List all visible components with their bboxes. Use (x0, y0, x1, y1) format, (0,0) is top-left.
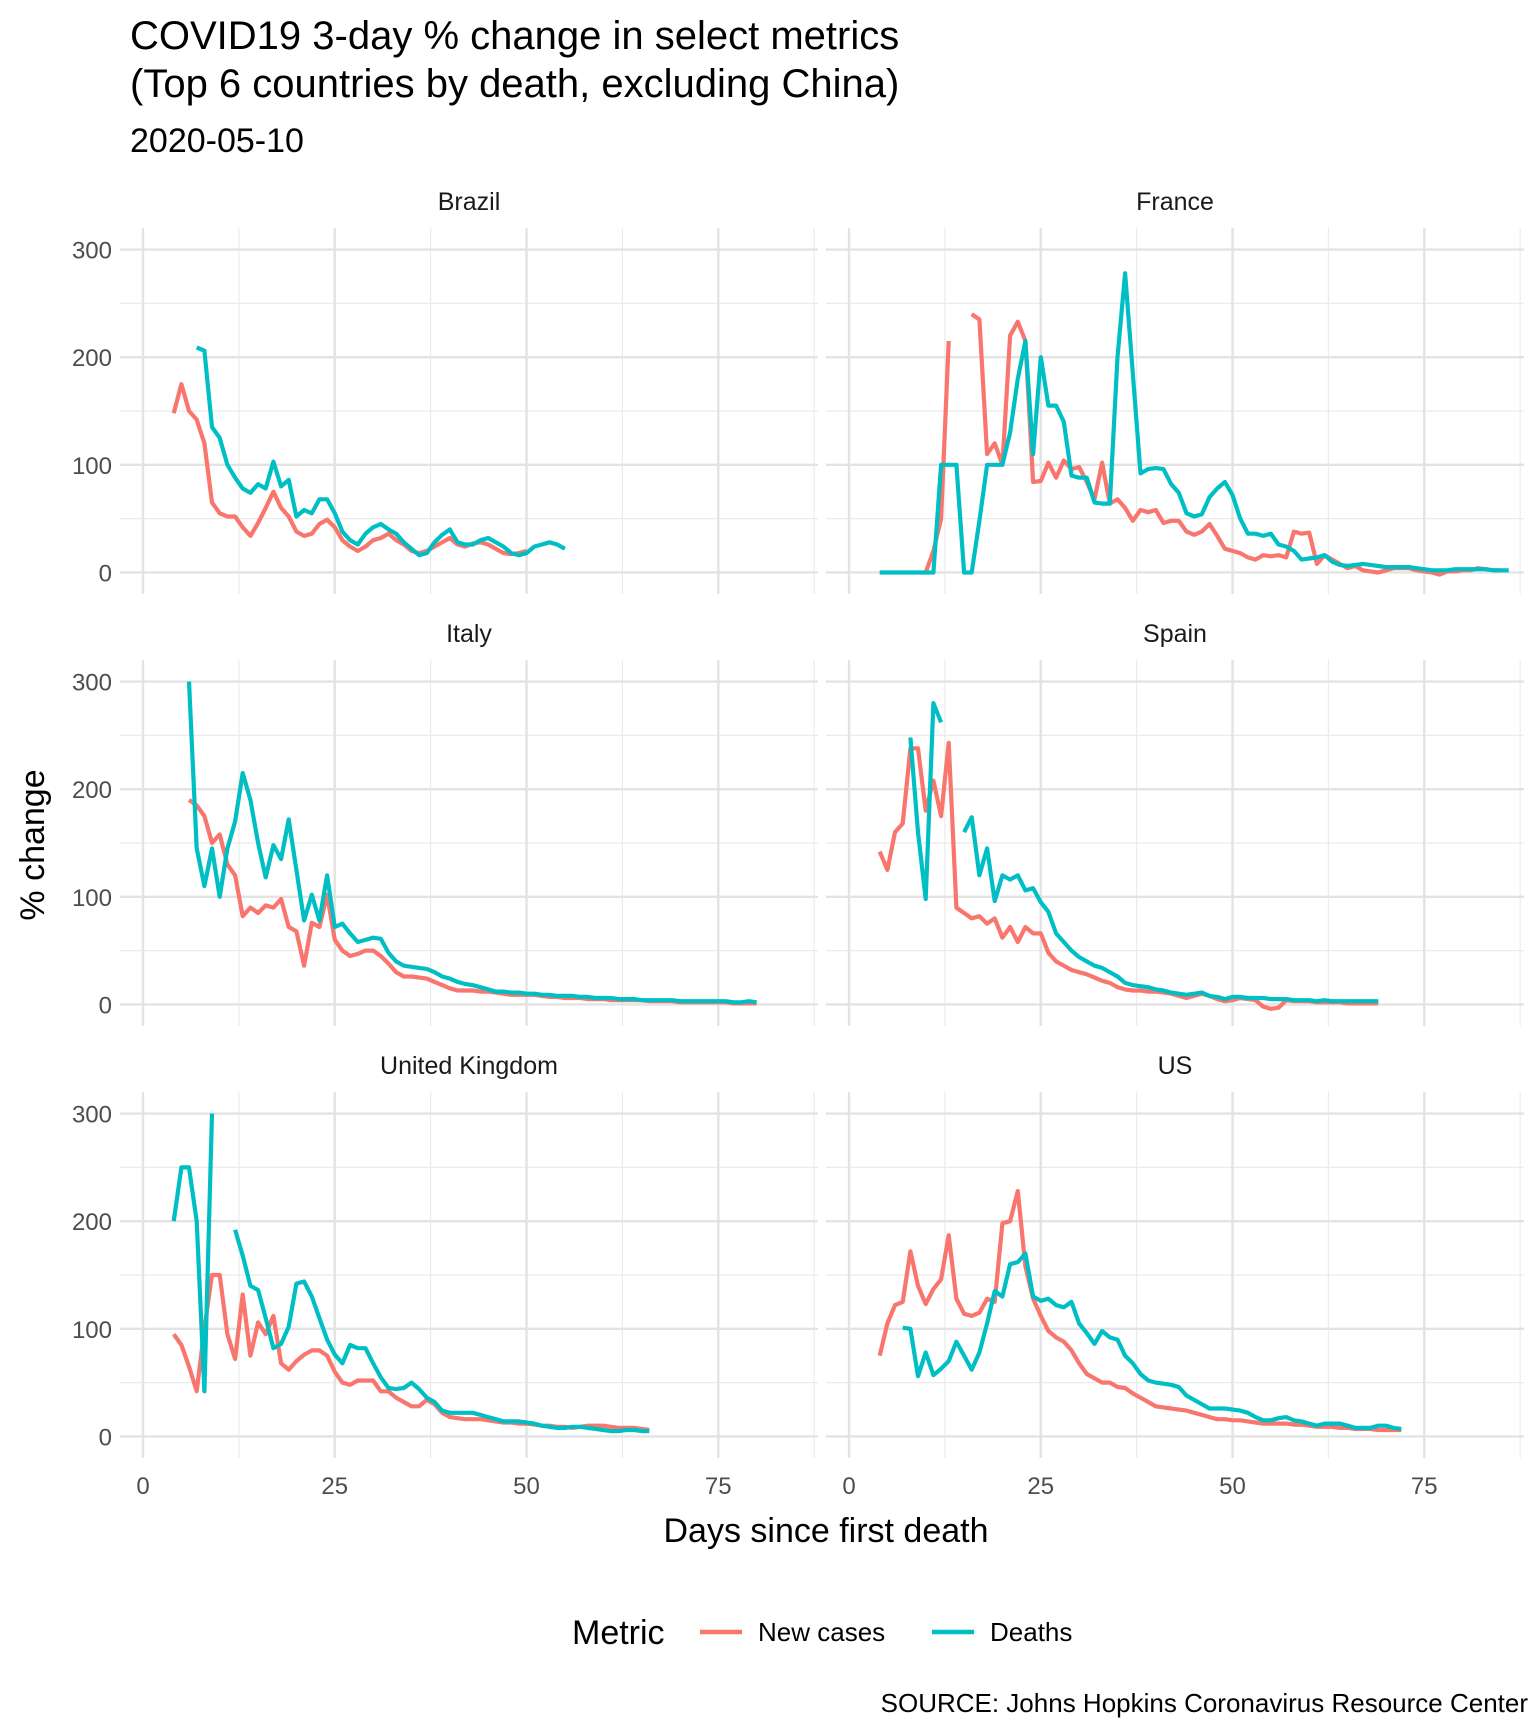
series-line-deaths (195, 345, 566, 558)
series-line-new-cases (923, 312, 1501, 577)
legend-label: New cases (758, 1617, 885, 1647)
x-tick-label: 50 (1219, 1473, 1246, 1500)
y-tick-label: 200 (72, 345, 112, 372)
x-tick-label: 0 (842, 1473, 855, 1500)
y-tick-label: 200 (72, 777, 112, 804)
x-tick-label: 75 (705, 1473, 732, 1500)
chart-title-line-1: COVID19 3-day % change in select metrics (130, 14, 900, 58)
series-line-deaths (902, 1251, 1402, 1431)
x-tick-label: 75 (1411, 1473, 1438, 1500)
chart-title-line-2: (Top 6 countries by death, excluding Chi… (130, 62, 900, 106)
series-line-new-cases (877, 1188, 1402, 1433)
y-tick-label: 200 (72, 1209, 112, 1236)
series-line-new-cases (877, 740, 1379, 1011)
series-line-new-cases (171, 1272, 650, 1433)
series-line-deaths (879, 271, 1509, 575)
facet-label: Italy (446, 620, 492, 648)
series-line-deaths (171, 1113, 650, 1434)
y-tick-label: 100 (72, 885, 112, 912)
series-line-new-cases (187, 798, 757, 1006)
y-tick-label: 300 (72, 1102, 112, 1129)
y-tick-label: 0 (99, 992, 112, 1019)
y-tick-label: 0 (99, 560, 112, 587)
x-tick-label: 25 (1027, 1473, 1054, 1500)
x-tick-label: 25 (321, 1473, 348, 1500)
y-tick-label: 100 (72, 453, 112, 480)
y-tick-label: 0 (99, 1424, 112, 1451)
series-line-deaths (908, 701, 1379, 1004)
chart-subtitle: 2020-05-10 (130, 122, 304, 160)
x-axis-title: Days since first death (663, 1512, 988, 1550)
source-caption: SOURCE: Johns Hopkins Coronavirus Resour… (880, 1688, 1528, 1718)
x-tick-label: 50 (513, 1473, 540, 1500)
y-tick-label: 300 (72, 238, 112, 265)
y-axis-title: % change (14, 769, 52, 920)
series-line-deaths (186, 681, 757, 1005)
facet-label: France (1136, 188, 1214, 216)
facet-label: United Kingdom (380, 1052, 558, 1080)
facet-label: Brazil (438, 188, 501, 216)
x-tick-label: 0 (136, 1473, 149, 1500)
series-line-new-cases (171, 382, 528, 557)
legend-title: Metric (572, 1614, 665, 1652)
facet-label: Spain (1143, 620, 1207, 648)
facet-label: US (1158, 1052, 1193, 1080)
y-tick-label: 300 (72, 670, 112, 697)
legend-label: Deaths (990, 1617, 1072, 1647)
y-tick-label: 100 (72, 1317, 112, 1344)
